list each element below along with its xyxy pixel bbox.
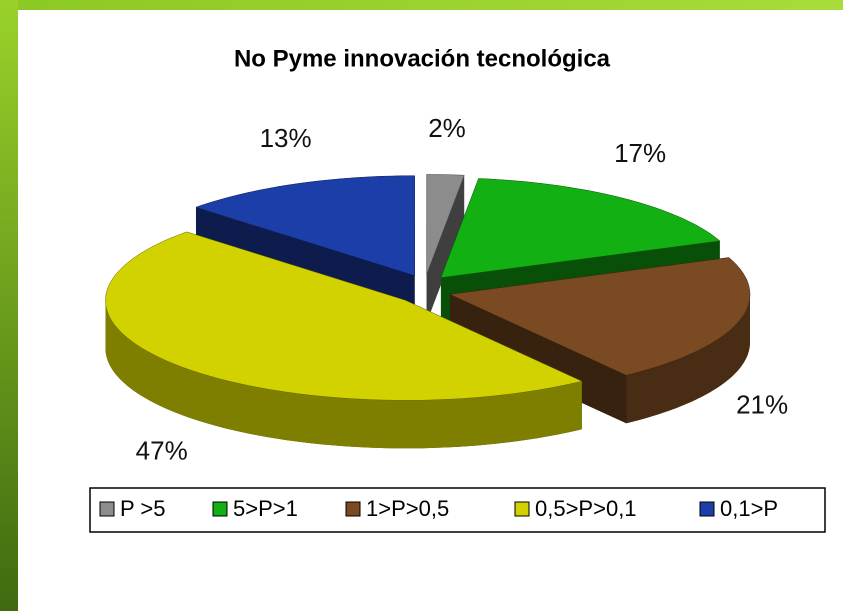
legend-label: 1>P>0,5 [366,496,449,521]
legend-marker [514,501,530,517]
slice-edge [449,294,627,424]
pie [105,174,751,449]
data-label: 21% [736,389,788,419]
left-border [0,0,18,611]
slice-top [195,175,415,277]
legend-label: P >5 [120,496,165,521]
legend-label: 5>P>1 [233,496,298,521]
legend-label: 0,5>P>0,1 [535,496,637,521]
legend-marker [345,501,361,517]
slice-top [426,174,465,275]
slice-side [626,294,750,424]
data-label: 17% [614,138,666,168]
legend-label: 0,1>P [720,496,778,521]
slice-top [105,231,583,401]
legend-marker [699,501,715,517]
top-border [0,0,843,10]
slice-top [449,257,751,376]
slice [105,231,583,449]
data-label: 47% [136,435,188,465]
slice [449,257,751,424]
slice-top [440,178,721,278]
slice-edge [426,175,465,323]
chart-title: No Pyme innovación tecnológica [234,45,611,72]
legend-marker [99,501,115,517]
slice-side [105,300,582,449]
data-label: 13% [260,123,312,153]
legend-marker [212,501,228,517]
data-label: 2% [428,113,466,143]
legend-box [89,487,826,533]
